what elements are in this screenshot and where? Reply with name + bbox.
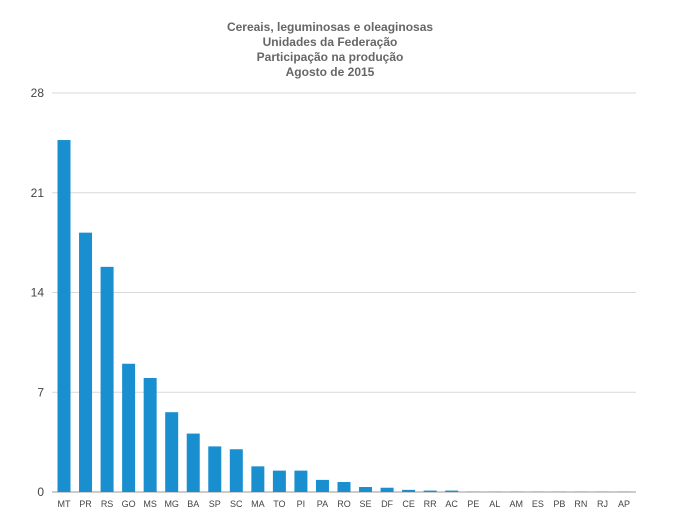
y-tick-label: 28 [31,86,45,100]
x-tick-label-rj: RJ [597,499,608,509]
x-tick-label-pb: PB [553,499,565,509]
y-tick-label: 0 [37,485,44,499]
chart-title: Cereais, leguminosas e oleaginosas Unida… [160,20,500,80]
bar-mt [57,140,71,492]
x-tick-label-sc: SC [230,499,243,509]
x-tick-label-ac: AC [445,499,458,509]
x-tick-label-ap: AP [618,499,630,509]
x-tick-label-ma: MA [251,499,265,509]
x-tick-label-rn: RN [574,499,587,509]
x-tick-label-al: AL [489,499,500,509]
x-tick-label-sp: SP [209,499,221,509]
bar-ma [251,466,265,492]
chart-title-line-3: Participação na produção [256,50,404,64]
bar-sc [229,449,243,492]
bar-sp [208,446,222,492]
y-tick-label: 21 [31,186,45,200]
bar-rs [100,266,114,492]
chart-title-line-4: Agosto de 2015 [285,65,375,79]
x-tick-label-ms: MS [143,499,157,509]
bar-ms [143,378,157,492]
bar-go [122,363,136,492]
bar-rr [423,490,437,492]
bar-to [272,470,286,492]
bar-mg [165,412,179,492]
x-tick-label-pe: PE [467,499,479,509]
x-tick-label-go: GO [122,499,136,509]
bar-ba [186,433,200,492]
chart-title-line-1: Cereais, leguminosas e oleaginosas [226,20,434,34]
bar-ro [337,482,351,492]
chart-title-line-2: Unidades da Federação [262,35,398,49]
x-tick-label-se: SE [360,499,372,509]
bar-ac [445,490,459,492]
x-tick-label-ce: CE [402,499,415,509]
bar-pr [79,232,93,492]
x-tick-label-es: ES [532,499,544,509]
bar-ce [402,489,416,492]
x-tick-label-am: AM [510,499,524,509]
x-tick-label-df: DF [381,499,393,509]
bar-df [380,487,394,492]
x-tick-label-pi: PI [297,499,306,509]
x-tick-label-to: TO [273,499,285,509]
y-tick-label: 7 [37,385,44,399]
bar-se [359,487,373,492]
bar-pa [315,479,329,492]
x-tick-label-rr: RR [424,499,437,509]
x-tick-label-mt: MT [58,499,71,509]
x-tick-label-mg: MG [164,499,179,509]
x-tick-label-pa: PA [317,499,328,509]
x-tick-label-rs: RS [101,499,114,509]
x-tick-label-pr: PR [79,499,92,509]
x-tick-label-ro: RO [337,499,351,509]
x-tick-label-ba: BA [187,499,199,509]
bar-pi [294,470,308,492]
y-tick-label: 14 [31,286,45,300]
